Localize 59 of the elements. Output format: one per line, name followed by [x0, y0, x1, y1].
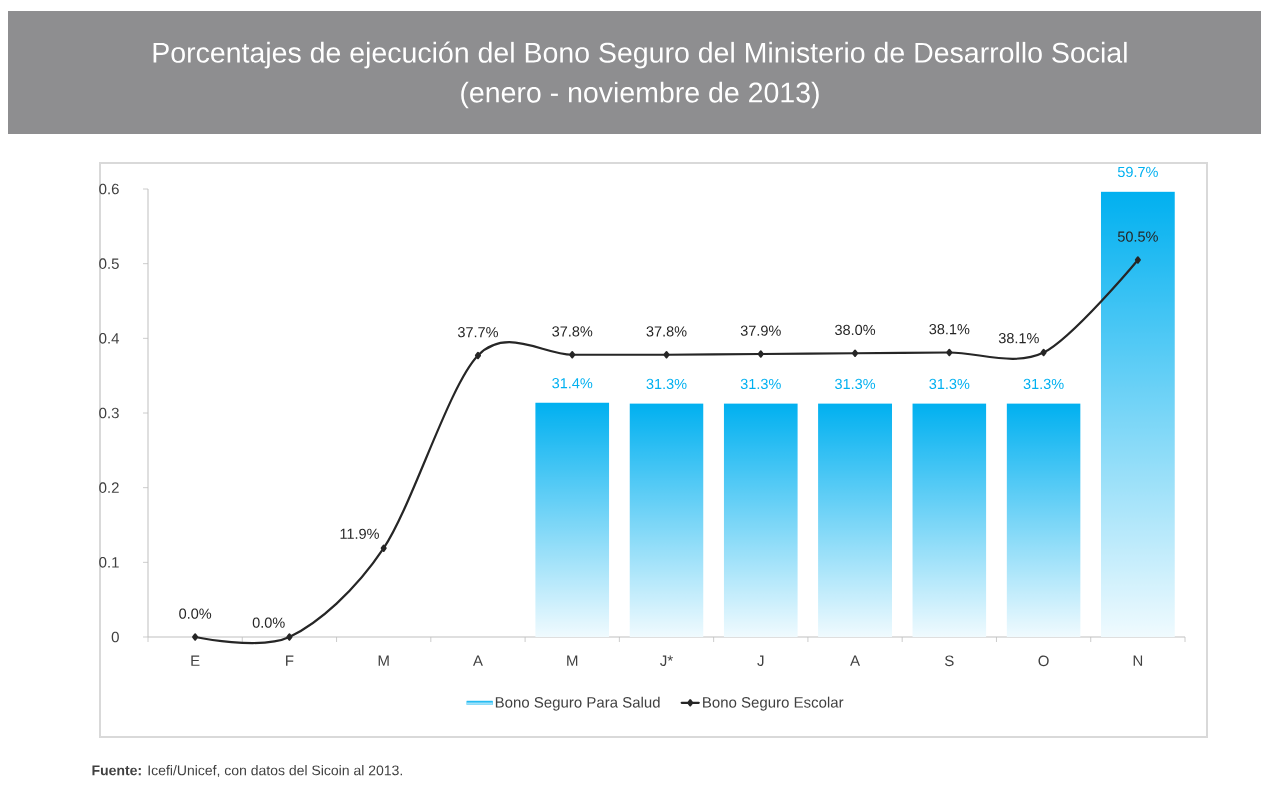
y-tick-label: 0.1: [99, 557, 119, 568]
x-tick-label: N: [1133, 655, 1143, 666]
x-tick-label: M: [378, 655, 389, 666]
point: [286, 633, 293, 641]
point: [569, 351, 576, 359]
point: [757, 350, 764, 358]
point: [1134, 256, 1141, 264]
x-tick-label: A: [850, 655, 861, 666]
data-label: 11.9%: [340, 528, 379, 539]
y-tick-label: 0.6: [99, 183, 119, 195]
x-tick-label: J: [757, 655, 764, 666]
legend-label: Bono Seguro Para Salud: [495, 696, 660, 711]
x-tick-label: F: [286, 655, 294, 666]
x-tick-label: S: [944, 655, 954, 667]
point: [1040, 348, 1047, 357]
point: [663, 351, 670, 359]
y-tick-label: 0.2: [99, 482, 119, 493]
data-label: 31.4%: [552, 378, 593, 389]
data-label: 31.3%: [835, 378, 876, 390]
chart-title: Porcentajes de ejecución del Bono Seguro del Ministerio de Desarrollo Social: [153, 41, 1127, 69]
point: [474, 351, 482, 360]
x-tick-label: E: [191, 655, 200, 666]
x-tick-label: A: [472, 655, 483, 666]
data-label: 38.1%: [929, 324, 970, 335]
data-label: 31.3%: [740, 378, 781, 390]
x-tick-label: J*: [660, 655, 673, 666]
chart-subtitle: (enero - noviembre de 2013): [461, 81, 819, 109]
bar: [723, 403, 798, 637]
legend-label: Bono Seguro Escolar: [703, 696, 844, 711]
point: [852, 349, 859, 357]
y-tick-label: 0.4: [99, 333, 120, 344]
data-label: 38.0%: [835, 324, 876, 336]
data-label: 0.0%: [252, 617, 285, 628]
point: [380, 544, 387, 552]
text: Fuente: Icefi/Unicef, con datos del Sicoin al 2013.: [92, 765, 402, 777]
y-tick-label: 0.5: [99, 258, 119, 269]
x-tick-label: M: [567, 655, 578, 666]
bar: [535, 402, 610, 637]
x-tick-label: O: [1038, 655, 1049, 667]
bar: [1100, 191, 1175, 637]
data-label: 59.7%: [1117, 166, 1158, 178]
point: [192, 633, 199, 641]
data-label: 37.8%: [646, 326, 687, 337]
bar: [1006, 403, 1081, 637]
y-tick-label: 0: [111, 631, 119, 643]
bar: [629, 403, 704, 637]
data-label: 31.3%: [646, 378, 687, 390]
data-label: 37.7%: [457, 327, 499, 338]
point: [946, 348, 953, 357]
data-label: 37.8%: [552, 326, 593, 337]
bar: [818, 403, 893, 637]
data-label: 37.9%: [740, 325, 781, 336]
data-label: 50.5%: [1117, 231, 1158, 242]
y-tick-label: 0.3: [99, 407, 119, 419]
data-label: 31.3%: [929, 378, 970, 390]
bar: [912, 403, 987, 637]
data-label: 38.1%: [998, 333, 1039, 344]
data-label: 0.0%: [179, 608, 212, 619]
data-label: 31.3%: [1023, 378, 1064, 390]
